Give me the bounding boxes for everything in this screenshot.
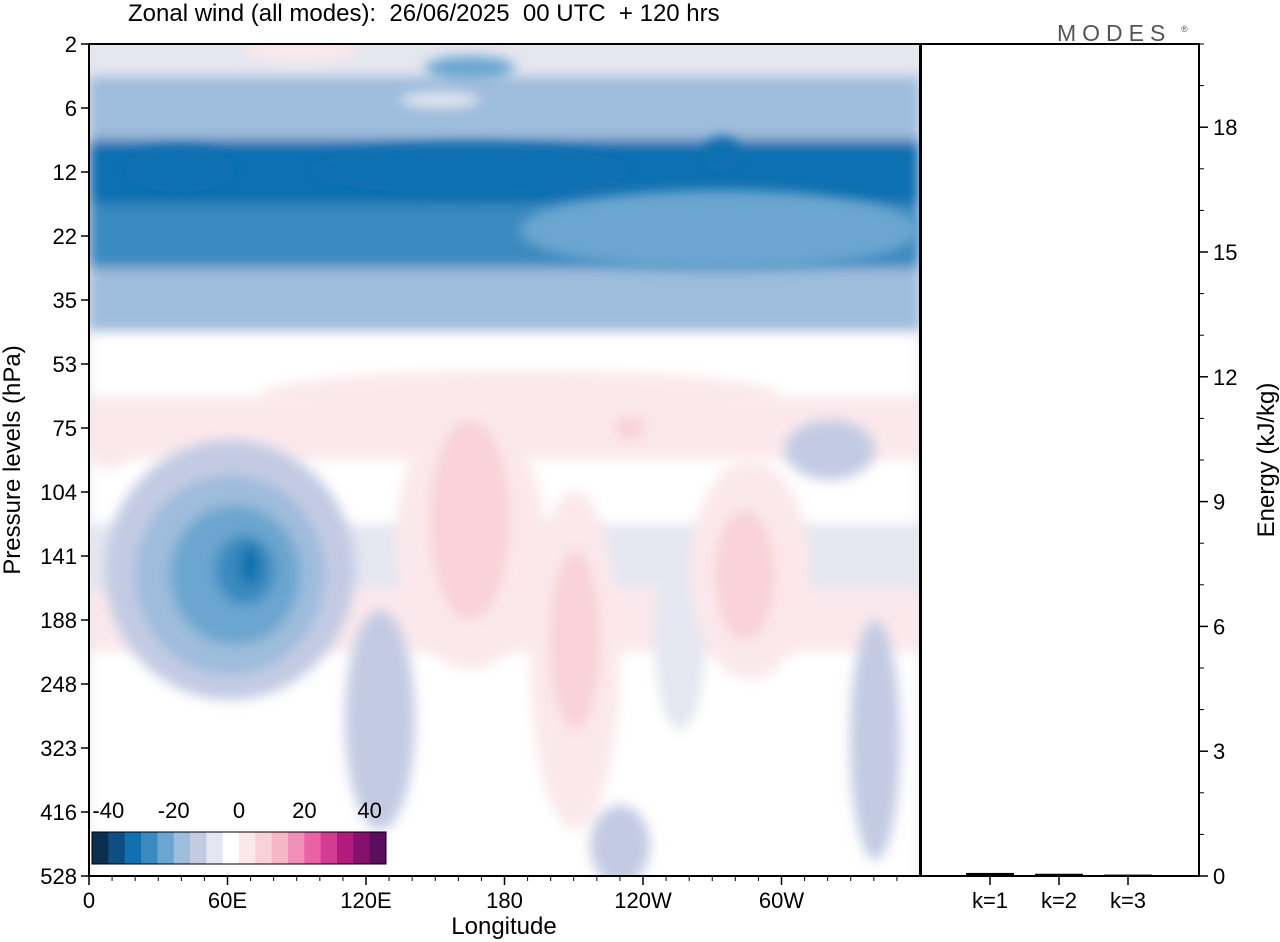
energy-bars: k=1 k=2 k=3 <box>966 872 1152 913</box>
y-tick-label: 12 <box>53 160 77 185</box>
energy-category-label: k=1 <box>972 888 1008 913</box>
energy-axis-title: Energy (kJ/kg) <box>1253 383 1280 538</box>
negative-region <box>850 620 900 860</box>
positive-region <box>240 44 360 62</box>
negative-region <box>425 56 515 80</box>
y-tick-label: 416 <box>40 800 77 825</box>
colorbar-swatch <box>271 832 289 864</box>
energy-category-label: k=2 <box>1041 888 1077 913</box>
y-tick-label: 35 <box>53 288 77 313</box>
energy-bar <box>966 872 1014 876</box>
negative-region <box>240 545 260 585</box>
y-tick-label: 75 <box>53 416 77 441</box>
negative-region <box>704 137 740 173</box>
colorbar-tick-label: -40 <box>92 798 124 823</box>
colorbar-tick-label: 0 <box>233 798 245 823</box>
colorbar-swatch <box>353 832 371 864</box>
energy-tick-label: 18 <box>1213 115 1237 140</box>
colorbar-swatch <box>320 832 338 864</box>
colorbar-swatch <box>337 832 354 864</box>
energy-tick-label: 3 <box>1213 739 1225 764</box>
colorbar-tick-label: 40 <box>357 798 381 823</box>
modes-logo: MODES <box>1057 20 1172 46</box>
x-tick-label: 120W <box>614 888 672 913</box>
colorbar-swatch <box>108 832 126 864</box>
y-tick-label: 141 <box>40 544 77 569</box>
colorbar-swatch <box>190 832 207 864</box>
negative-region <box>125 148 235 192</box>
y-tick-label: 528 <box>40 864 77 889</box>
energy-axis: 0 3 6 9 12 15 18 <box>1199 43 1237 889</box>
positive-region <box>430 420 510 620</box>
positive-region <box>90 410 130 470</box>
colorbar-frame <box>91 831 387 865</box>
positive-region <box>550 550 600 730</box>
colorbar-swatch <box>173 832 191 864</box>
colorbar-swatch <box>304 832 322 864</box>
x-tick-label: 60W <box>759 888 804 913</box>
x-tick-label: 0 <box>83 888 95 913</box>
y-tick-label: 248 <box>40 672 77 697</box>
colorbar-swatch <box>239 832 256 864</box>
negative-region <box>785 420 875 480</box>
colorbar-swatch <box>255 832 273 864</box>
colorbar: -40 -20 0 20 40 <box>91 798 387 865</box>
longitude-axis: 0 60E 120E 180 120W 60W <box>83 876 898 913</box>
y-tick-label: 22 <box>53 224 77 249</box>
energy-bar <box>1104 874 1152 877</box>
energy-category-label: k=3 <box>1110 888 1146 913</box>
x-tick-label: 120E <box>340 888 391 913</box>
negative-region <box>345 610 415 830</box>
wind-anomaly-blobs <box>90 44 920 876</box>
y-tick-label: 2 <box>65 32 77 57</box>
y-tick-label: 6 <box>65 96 77 121</box>
colorbar-tick-label: 20 <box>292 798 316 823</box>
colorbar-swatch <box>92 832 109 864</box>
colorbar-swatch <box>206 832 224 864</box>
y-tick-label: 104 <box>40 480 77 505</box>
wind-field <box>89 44 920 876</box>
energy-tick-label: 6 <box>1213 614 1225 639</box>
negative-region <box>590 805 650 876</box>
y-axis-title: Pressure levels (hPa) <box>0 345 26 574</box>
negative-region <box>400 92 480 108</box>
positive-region <box>260 370 780 420</box>
negative-region <box>310 145 630 195</box>
negative-region <box>520 190 920 270</box>
colorbar-swatch <box>369 832 387 864</box>
colorbar-swatch <box>124 832 142 864</box>
energy-tick-label: 15 <box>1213 240 1237 265</box>
colorbar-swatch <box>288 832 305 864</box>
energy-bar <box>1035 873 1083 876</box>
y-tick-label: 188 <box>40 608 77 633</box>
colorbar-swatch <box>222 832 240 864</box>
level-band <box>89 76 920 141</box>
y-tick-label: 323 <box>40 736 77 761</box>
x-tick-label: 180 <box>486 888 523 913</box>
colorbar-swatch <box>157 832 175 864</box>
x-axis-title: Longitude <box>451 913 556 940</box>
colorbar-swatch <box>141 832 158 864</box>
energy-panel <box>920 43 1200 877</box>
energy-tick-label: 9 <box>1213 490 1225 515</box>
positive-region <box>715 510 775 640</box>
x-tick-label: 60E <box>208 888 247 913</box>
registered-mark: ® <box>1181 24 1188 34</box>
energy-tick-label: 0 <box>1213 864 1225 889</box>
level-band <box>89 716 920 781</box>
pressure-axis: 2 6 12 22 35 53 75 104 141 188 248 323 416 528 <box>40 32 89 889</box>
energy-tick-label: 12 <box>1213 365 1237 390</box>
colorbar-tick-label: -20 <box>158 798 190 823</box>
y-tick-label: 53 <box>53 352 77 377</box>
chart-title: Zonal wind (all modes): 26/06/2025 00 UT… <box>128 0 720 27</box>
level-band <box>89 268 920 333</box>
